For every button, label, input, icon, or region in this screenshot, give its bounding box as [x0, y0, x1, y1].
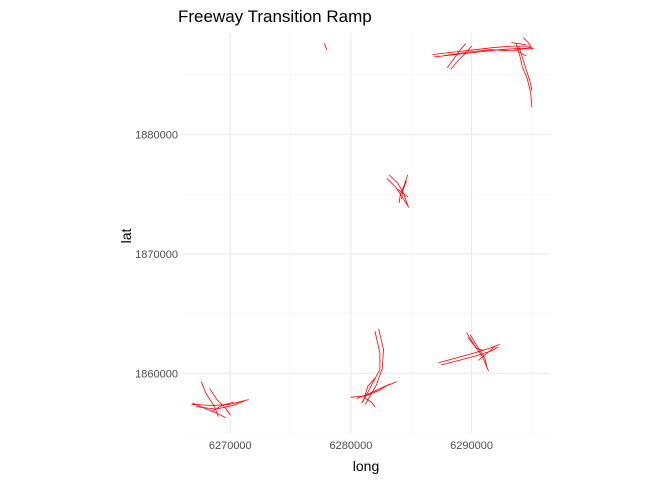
ramp-line [478, 345, 497, 361]
ramp-lines [191, 37, 534, 418]
ramp-line [386, 178, 410, 208]
ramp-line [192, 402, 226, 418]
ramp-line [209, 388, 231, 416]
ramp-line [441, 346, 499, 366]
ramp-line [362, 377, 376, 403]
y-tick-labels: 1860000 1870000 1880000 [135, 129, 178, 380]
ramp-line [401, 180, 407, 200]
ramp-line [470, 334, 488, 369]
ramp-line [450, 45, 472, 70]
x-tick-labels: 6270000 6280000 6290000 [209, 440, 493, 452]
ramp-line [397, 189, 408, 197]
ramp-line [350, 383, 390, 398]
ramp-line [398, 174, 408, 203]
ramp-line [200, 381, 219, 417]
ramp-line [324, 43, 328, 51]
ramp-line [523, 37, 534, 51]
y-tick-label: 1870000 [135, 249, 178, 261]
x-axis-title: long [353, 458, 379, 474]
x-tick-label: 6270000 [209, 440, 252, 452]
ramp-line [467, 337, 484, 351]
ramp-line [433, 48, 534, 58]
y-tick-label: 1880000 [135, 129, 178, 141]
ramp-line [443, 46, 532, 57]
x-tick-label: 6290000 [450, 440, 493, 452]
ramp-line [466, 332, 489, 372]
x-tick-label: 6280000 [330, 440, 373, 452]
y-axis-title: lat [118, 229, 134, 244]
chart-title: Freeway Transition Ramp [178, 7, 372, 26]
ramp-line [389, 174, 408, 206]
ramp-line [438, 344, 500, 363]
ramp-line [365, 398, 376, 408]
grid [182, 33, 550, 434]
ramp-line [432, 45, 530, 55]
ramp-line [191, 399, 249, 406]
ramp-line [365, 328, 384, 405]
ramp-line [511, 42, 527, 46]
ramp-line [515, 43, 533, 108]
ramp-line [514, 48, 527, 57]
y-tick-label: 1860000 [135, 368, 178, 380]
ramp-line [211, 401, 235, 412]
ramp-line [361, 331, 381, 404]
ramp-line [447, 43, 466, 68]
